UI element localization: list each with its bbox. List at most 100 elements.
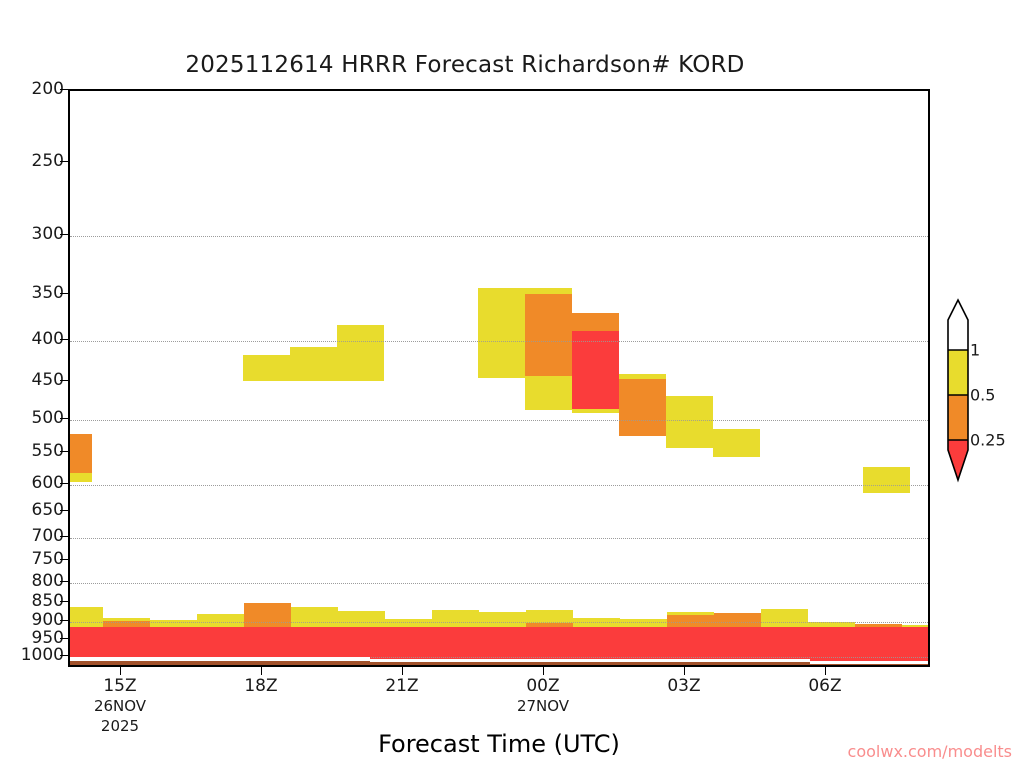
colorbar-band-orange xyxy=(948,395,968,440)
gridline-overlay-7 xyxy=(70,657,928,659)
y-tick-label-950: 950 xyxy=(31,628,64,648)
x-axis-labels: 15Z 26NOV 2025 18Z 21Z 00Z 27NOV 03Z 06Z xyxy=(68,676,930,746)
x-tick-label-06Z: 06Z xyxy=(808,676,841,696)
data-block-mid-yellow-b xyxy=(290,347,337,381)
x-tick-mark-00Z xyxy=(543,667,544,675)
data-block-late-yellow-a xyxy=(863,467,910,493)
plot-area xyxy=(68,89,930,667)
x-tick-time: 18Z xyxy=(244,676,278,696)
x-tick-label-21Z: 21Z xyxy=(385,676,418,696)
watermark-link[interactable]: coolwx.com/modelts xyxy=(847,742,1012,761)
x-tick-year: 2025 xyxy=(100,717,140,735)
data-block-sfc-yellow-15 xyxy=(808,622,855,631)
y-axis-labels: 200 250 300 350 400 450 500 550 600 650 700 750 800 8… xyxy=(0,79,64,667)
x-tick-mark-18Z xyxy=(261,667,262,675)
data-block-sfc-yellow-5 xyxy=(338,611,385,631)
data-block-upper-yellow-left xyxy=(70,473,92,482)
y-tick-mark-900 xyxy=(60,620,68,621)
colorbar-band-yellow xyxy=(948,350,968,395)
y-tick-mark-550 xyxy=(60,451,68,452)
colorbar-band-white xyxy=(948,300,968,350)
x-tick-time: 15Z xyxy=(103,676,137,696)
colorbar-outline xyxy=(947,298,969,483)
x-axis-title: Forecast Time (UTC) xyxy=(378,730,620,758)
data-block-core-orange-a xyxy=(525,294,572,376)
y-tick-label-600: 600 xyxy=(31,473,64,493)
gridline-overlay-5 xyxy=(70,583,928,585)
plot-canvas xyxy=(70,91,928,665)
colorbar-label-0.25: 0.25 xyxy=(970,430,1006,450)
y-tick-label-1000: 1000 xyxy=(20,645,64,665)
x-tick-time: 03Z xyxy=(667,676,701,696)
y-tick-mark-450 xyxy=(60,380,68,381)
gridline-overlay-4 xyxy=(70,538,928,540)
y-tick-mark-650 xyxy=(60,510,68,511)
data-block-desc-orange-a xyxy=(619,379,666,436)
data-block-sfc-red-band xyxy=(70,627,928,659)
data-block-sfc-orange-3 xyxy=(244,603,291,631)
y-tick-label-450: 450 xyxy=(31,370,64,390)
y-tick-label-250: 250 xyxy=(31,151,64,171)
data-block-core-orange-b xyxy=(572,313,619,331)
x-tick-mark-06Z xyxy=(825,667,826,675)
data-block-desc-yellow-c xyxy=(713,429,760,457)
x-tick-mark-21Z xyxy=(402,667,403,675)
y-tick-mark-750 xyxy=(60,559,68,560)
data-block-sfc-yellow-7 xyxy=(432,610,479,631)
gridline-overlay-2 xyxy=(70,420,928,422)
y-tick-mark-850 xyxy=(60,601,68,602)
x-axis-ticks xyxy=(68,667,930,676)
x-tick-label-03Z: 03Z xyxy=(667,676,700,696)
y-tick-label-850: 850 xyxy=(31,591,64,611)
data-block-mid-yellow-a xyxy=(243,355,290,381)
colorbar-label-0.5: 0.5 xyxy=(970,385,996,405)
y-tick-mark-950 xyxy=(60,638,68,639)
y-tick-label-200: 200 xyxy=(31,79,64,99)
data-block-sfc-yellow-8 xyxy=(479,612,526,631)
data-block-core-red-a xyxy=(572,331,619,409)
x-tick-label-15Z: 15Z 26NOV 2025 xyxy=(94,676,146,736)
data-block-sfc-red-extra xyxy=(810,649,928,661)
data-block-sfc-orange-1 xyxy=(103,621,150,631)
x-tick-mark-15Z xyxy=(120,667,121,675)
data-block-mid-yellow-c xyxy=(337,325,384,381)
colorbar-svg xyxy=(947,298,969,483)
surface-line-2 xyxy=(810,661,928,664)
y-tick-label-550: 550 xyxy=(31,441,64,461)
y-tick-mark-800 xyxy=(60,581,68,582)
surface-line-0 xyxy=(70,657,370,660)
chart-title: 2025112614 HRRR Forecast Richardson# KOR… xyxy=(185,52,745,78)
data-block-terrain-brown xyxy=(70,661,928,665)
x-tick-time: 06Z xyxy=(808,676,842,696)
gridline-overlay-0 xyxy=(70,236,928,238)
y-tick-mark-250 xyxy=(60,161,68,162)
y-tick-mark-400 xyxy=(60,339,68,340)
y-tick-label-900: 900 xyxy=(31,610,64,630)
x-tick-date: 27NOV xyxy=(516,697,570,715)
x-tick-label-18Z: 18Z xyxy=(244,676,277,696)
y-tick-mark-500 xyxy=(60,418,68,419)
y-tick-mark-200 xyxy=(60,89,68,90)
x-tick-mark-03Z xyxy=(684,667,685,675)
data-block-desc-yellow-b xyxy=(666,396,713,448)
data-block-upper-orange-left xyxy=(70,434,92,473)
y-tick-label-800: 800 xyxy=(31,571,64,591)
data-block-core-yellow-a xyxy=(478,288,525,378)
y-tick-label-300: 300 xyxy=(31,224,64,244)
y-tick-label-650: 650 xyxy=(31,500,64,520)
gridline-overlay-3 xyxy=(70,485,928,487)
y-axis-ticks xyxy=(60,89,70,667)
surface-line-1 xyxy=(370,659,810,662)
x-tick-time: 21Z xyxy=(385,676,419,696)
y-tick-mark-300 xyxy=(60,234,68,235)
y-tick-label-400: 400 xyxy=(31,329,64,349)
y-tick-label-350: 350 xyxy=(31,283,64,303)
data-block-sfc-yellow-14 xyxy=(761,609,808,631)
colorbar-label-1: 1 xyxy=(970,340,981,360)
x-tick-label-00Z: 00Z 27NOV xyxy=(517,676,569,716)
y-tick-mark-350 xyxy=(60,293,68,294)
y-tick-label-700: 700 xyxy=(31,526,64,546)
y-tick-mark-600 xyxy=(60,483,68,484)
y-tick-mark-700 xyxy=(60,536,68,537)
x-tick-time: 00Z xyxy=(526,676,560,696)
